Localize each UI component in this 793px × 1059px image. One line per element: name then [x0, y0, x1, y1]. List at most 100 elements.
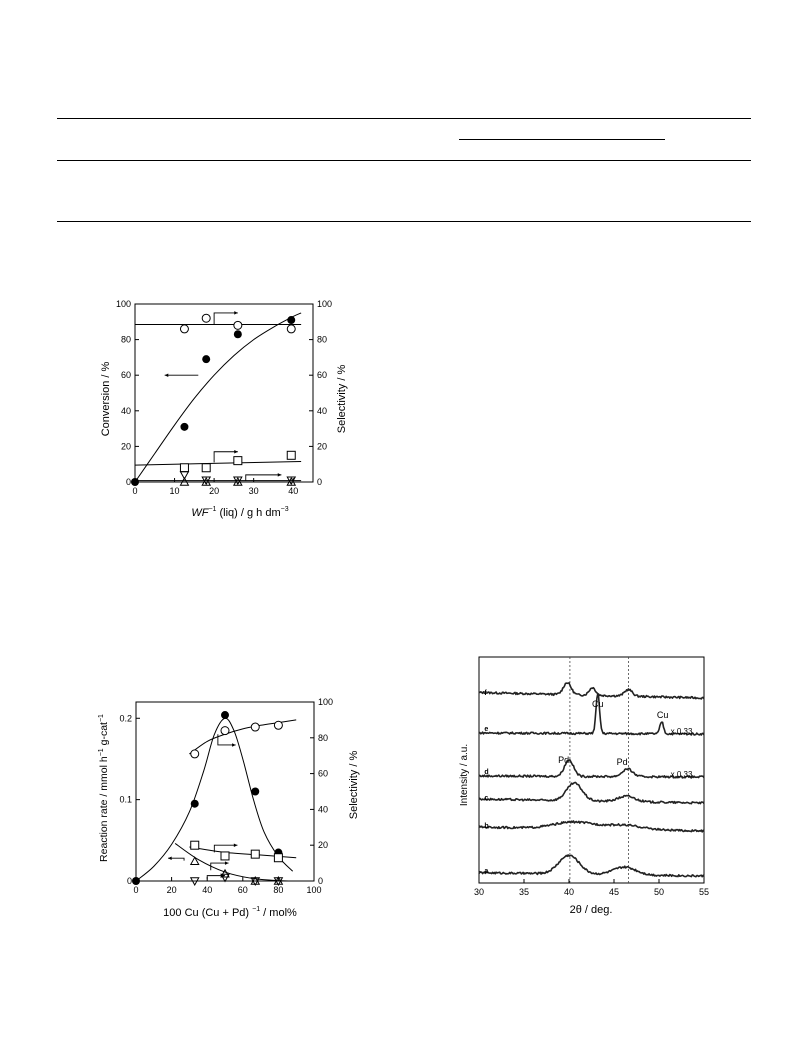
data-point-open-square — [190, 840, 200, 850]
y2-tick-label: 0 — [317, 477, 322, 487]
table-rule-header — [57, 160, 751, 161]
arrow-to-left-axis — [168, 857, 185, 861]
x-tick-label: 35 — [519, 887, 529, 897]
arrow-to-left-axis-head — [164, 373, 169, 377]
data-point-open-circle — [250, 722, 260, 732]
x-tick-label: 20 — [209, 486, 219, 496]
x-tick-label: 50 — [654, 887, 664, 897]
data-point-open-triangle-up — [286, 476, 297, 486]
data-point-open-triangle-up — [201, 476, 212, 486]
trace-label: f — [484, 690, 487, 697]
data-point-open-circle — [190, 749, 200, 759]
data-point-filled-circle — [221, 711, 229, 720]
data-point-open-triangle-down — [220, 873, 230, 883]
trace-label: b — [484, 823, 488, 830]
arrow-to-right-axis — [213, 312, 238, 325]
fit-curve — [135, 717, 293, 882]
data-point-open-circle — [179, 324, 189, 334]
x-tick-label: 0 — [133, 885, 138, 895]
table-rule-group — [459, 139, 665, 140]
y2-tick-label: 20 — [317, 441, 327, 451]
data-point-open-triangle-up — [220, 868, 230, 878]
arrow-to-left-axis-head — [168, 856, 172, 860]
arrow-to-right-axis-head — [224, 861, 229, 865]
x-axis-label: WF−1 (liq) / g h dm−3 — [191, 506, 288, 519]
data-point-open-triangle-down — [189, 877, 200, 887]
arrow-to-right-axis — [210, 862, 229, 871]
peak-annotation: Cu — [592, 699, 604, 709]
arrow-to-right-axis — [213, 844, 238, 853]
y2-tick-label: 20 — [318, 840, 328, 850]
x-tick-label: 10 — [170, 486, 180, 496]
data-point-open-triangle-down — [273, 877, 284, 887]
x-tick-label: 30 — [474, 887, 484, 897]
plot-frame — [478, 656, 705, 884]
arrow-to-right-axis — [217, 734, 236, 746]
y2-axis-label: Selectivity / % — [336, 365, 348, 434]
xrd-trace-b — [478, 820, 705, 833]
data-point-open-square — [233, 456, 243, 466]
data-point-open-square — [273, 853, 283, 863]
y-tick-label: 0 — [126, 477, 131, 487]
data-point-filled-circle — [251, 787, 260, 796]
data-point-filled-circle — [131, 478, 139, 486]
peak-annotation: Pd — [617, 757, 628, 767]
data-point-open-circle — [273, 720, 283, 730]
x-tick-label: 45 — [609, 887, 619, 897]
peak-annotation: Pd — [558, 755, 569, 765]
data-point-filled-circle — [202, 355, 211, 364]
x-tick-label: 55 — [699, 887, 709, 897]
y-tick-label: 0.2 — [119, 713, 132, 723]
xrd-trace-a — [478, 854, 705, 878]
y2-tick-label: 0 — [318, 876, 323, 886]
xrd-trace-c — [478, 781, 705, 805]
y-tick-label: 80 — [121, 335, 131, 345]
data-point-filled-circle — [233, 330, 242, 339]
data-point-open-circle — [220, 726, 230, 736]
arrow-to-right-axis-head — [234, 311, 238, 315]
xrd-trace-f — [478, 682, 705, 700]
x-tick-label: 80 — [273, 885, 283, 895]
trace-label: a — [484, 868, 488, 875]
y2-tick-label: 60 — [317, 370, 327, 380]
data-point-filled-circle — [132, 877, 140, 885]
data-point-open-square — [250, 849, 260, 859]
y-tick-label: 60 — [121, 370, 131, 380]
data-point-open-triangle-up — [232, 476, 243, 486]
fit-curve — [134, 461, 302, 466]
y-tick-label: 0 — [127, 876, 132, 886]
fit-curve — [134, 312, 302, 483]
x-tick-label: 100 — [306, 885, 321, 895]
y2-tick-label: 40 — [317, 406, 327, 416]
x-tick-label: 40 — [288, 486, 298, 496]
x-tick-label: 60 — [238, 885, 248, 895]
x-tick-label: 30 — [249, 486, 259, 496]
data-point-filled-circle — [287, 316, 296, 325]
y2-tick-label: 60 — [318, 769, 328, 779]
data-point-open-square — [286, 450, 296, 460]
conversion-selectivity-chart: 0 10 20 30 40 0 20 40 60 80 100 0 20 40 60 80 100 Conver… — [100, 299, 348, 519]
data-point-open-square — [220, 851, 230, 861]
trace-label: e — [484, 726, 488, 733]
data-point-open-square — [179, 463, 189, 473]
peak-annotation: x 0.33 — [671, 770, 693, 779]
y-tick-label: 0.1 — [119, 795, 132, 805]
y2-tick-label: 80 — [318, 733, 328, 743]
arrow-to-right-axis — [213, 451, 238, 463]
x-axis-label: 2θ / deg. — [570, 904, 613, 916]
table-rule-bottom — [57, 221, 751, 222]
arrow-to-right-axis-head — [233, 843, 238, 847]
data-point-open-triangle-up — [189, 856, 200, 866]
y2-axis-label: Selectivity / % — [348, 751, 360, 820]
x-tick-label: 20 — [167, 885, 177, 895]
y2-tick-label: 80 — [317, 335, 327, 345]
x-tick-label: 0 — [132, 486, 137, 496]
x-tick-label: 40 — [202, 885, 212, 895]
arrow-to-right-axis — [245, 474, 282, 481]
data-point-open-circle — [286, 324, 296, 334]
y-axis-label: Reaction rate / mmol h−1 g-cat−1 — [98, 714, 110, 862]
xrd-trace-e — [478, 692, 705, 736]
data-point-filled-circle — [180, 422, 189, 431]
y-tick-label: 40 — [121, 406, 131, 416]
